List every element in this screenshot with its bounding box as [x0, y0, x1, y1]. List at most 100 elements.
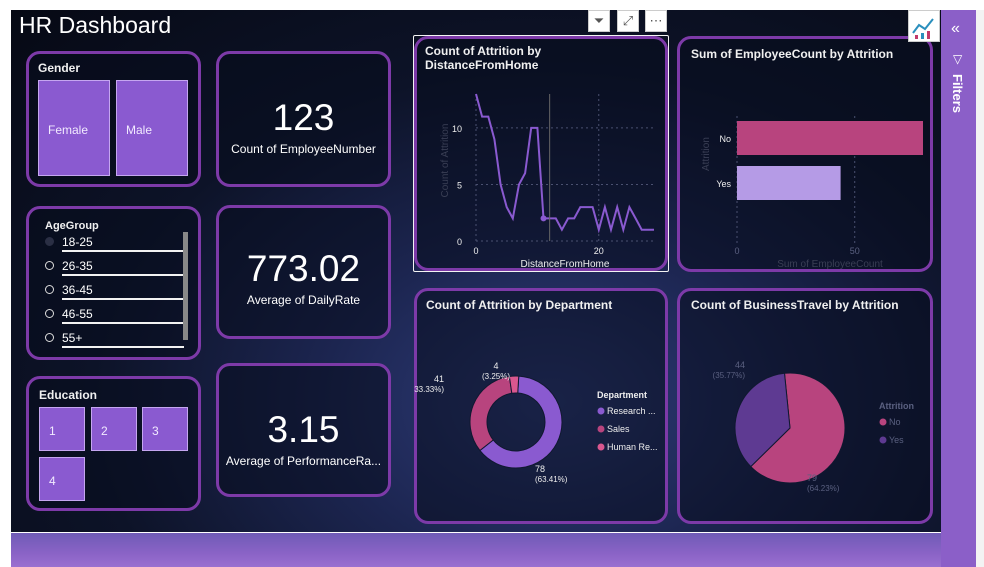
pie-chart: 79(64.23%) 44(35.77%) Attrition No Yes	[713, 360, 914, 493]
legend-item[interactable]: Research ...	[607, 406, 656, 416]
filter-icon[interactable]: ⏷	[588, 10, 610, 32]
education-tile[interactable]: 1	[39, 407, 85, 451]
data-label: 44	[735, 360, 745, 370]
pie-slice[interactable]	[734, 372, 791, 468]
category-label: Yes	[716, 179, 731, 189]
data-label: 78	[535, 464, 545, 474]
radio-icon	[45, 309, 54, 318]
data-label-pct: (64.23%)	[807, 484, 840, 493]
agegroup-slicer: AgeGroup	[26, 206, 201, 360]
gender-tile-female[interactable]: Female	[38, 80, 110, 176]
data-label-pct: (33.33%)	[414, 385, 444, 394]
focus-mode-icon[interactable]: ⤢	[617, 10, 639, 32]
gender-tile-label: Male	[126, 123, 153, 137]
agegroup-option[interactable]: 26-35	[45, 259, 185, 276]
legend-marker	[879, 418, 887, 426]
agegroup-scrollbar[interactable]	[183, 232, 188, 340]
legend-item[interactable]: Human Re...	[607, 442, 658, 452]
data-label-pct: (3.25%)	[482, 372, 510, 381]
kpi-value: 123	[272, 97, 335, 138]
education-slicer-title: Education	[39, 388, 98, 402]
line-chart: 0 5 10 0 20 Count of Attrition DistanceFromH…	[440, 93, 654, 270]
education-slicer: Education 1 2 3 4	[26, 376, 201, 511]
pie-slice[interactable]	[469, 375, 513, 452]
data-label: 41	[434, 374, 444, 384]
line-series	[475, 93, 654, 234]
category-label: No	[719, 134, 731, 144]
legend-item[interactable]: No	[889, 417, 901, 427]
legend-item[interactable]: Sales	[607, 424, 630, 434]
y-tick-label: 0	[457, 237, 462, 247]
kpi-value: 3.15	[267, 409, 340, 450]
line-point	[540, 215, 547, 222]
donut-chart: 78(63.41%) 41(33.33%) 4(3.25%) Department R…	[414, 361, 658, 484]
app-logo-icon	[908, 10, 940, 42]
page-title: HR Dashboard	[19, 12, 172, 38]
visual-focus-border	[413, 35, 669, 272]
x-tick-label: 20	[594, 246, 604, 256]
data-label-pct: (63.41%)	[535, 475, 568, 484]
kpi-label: Average of PerformanceRa...	[225, 454, 382, 468]
kpi-card-daily-rate: 773.02 Average of DailyRate	[216, 205, 391, 339]
donut-chart-title: Count of Attrition by Department	[426, 298, 613, 312]
canvas-footer-band	[11, 533, 941, 567]
kpi-card-employee-count: 123 Count of EmployeeNumber	[216, 51, 391, 187]
kpi-card-performance-rating: 3.15 Average of PerformanceRa...	[216, 363, 391, 497]
agegroup-option[interactable]: 55+	[45, 331, 185, 348]
radio-icon	[45, 333, 54, 342]
agegroup-option[interactable]: 18-25	[45, 235, 185, 252]
legend-item[interactable]: Yes	[889, 435, 904, 445]
agegroup-option[interactable]: 46-55	[45, 307, 185, 324]
bar[interactable]	[737, 121, 923, 155]
legend-marker	[879, 436, 887, 444]
pie-slice[interactable]	[508, 375, 520, 394]
education-tile[interactable]: 4	[39, 457, 85, 501]
legend-marker	[597, 443, 605, 451]
x-axis-title: Sum of EmployeeCount	[777, 259, 883, 270]
radio-icon	[45, 261, 54, 270]
pie-chart-title: Count of BusinessTravel by Attrition	[691, 298, 899, 312]
legend-marker	[597, 407, 605, 415]
y-axis-title: Attrition	[701, 137, 712, 171]
agegroup-option[interactable]: 36-45	[45, 283, 185, 300]
bar-chart: No Yes 0 50 Attrition Sum of EmployeeCount	[701, 116, 923, 270]
gender-slicer-title: Gender	[38, 61, 81, 75]
legend-marker	[597, 425, 605, 433]
bar-chart-title: Sum of EmployeeCount by Attrition	[691, 47, 894, 61]
bar[interactable]	[737, 166, 841, 200]
radio-icon	[45, 285, 54, 294]
x-tick-label: 0	[473, 246, 478, 256]
x-tick-label: 50	[850, 246, 860, 256]
education-tile[interactable]: 3	[142, 407, 188, 451]
window-edge	[976, 10, 984, 567]
y-tick-label: 10	[452, 124, 462, 134]
more-options-icon[interactable]: ⋯	[645, 10, 667, 32]
data-label: 79	[807, 473, 817, 483]
filters-pane-label: Filters	[950, 74, 965, 114]
pie-slice[interactable]	[750, 372, 846, 484]
report-canvas: HR Dashboard Gender Female Male AgeGroup…	[11, 10, 941, 532]
collapse-chevron-icon[interactable]: «	[951, 20, 960, 37]
y-axis-title: Count of Attrition	[440, 124, 451, 198]
kpi-label: Count of EmployeeNumber	[231, 142, 376, 156]
filters-pane[interactable]: « ▽ Filters	[941, 10, 976, 567]
x-tick-label: 0	[734, 246, 739, 256]
data-label-pct: (35.77%)	[713, 371, 746, 380]
radio-icon	[45, 237, 54, 246]
legend-title: Attrition	[879, 401, 914, 411]
line-chart-title: Count of Attrition by DistanceFromHome	[425, 44, 542, 72]
filter-funnel-icon: ▽	[953, 52, 963, 66]
agegroup-slicer-title: AgeGroup	[45, 220, 99, 232]
gender-tile-label: Female	[48, 123, 89, 137]
pie-slice[interactable]	[479, 375, 563, 469]
x-axis-title: DistanceFromHome	[521, 259, 610, 270]
attrition-distance-card	[414, 36, 668, 271]
gender-slicer: Gender Female Male	[26, 51, 201, 187]
gender-tile-male[interactable]: Male	[116, 80, 188, 176]
kpi-label: Average of DailyRate	[246, 293, 361, 307]
education-tile[interactable]: 2	[91, 407, 137, 451]
data-label: 4	[493, 361, 498, 371]
legend-title: Department	[597, 390, 647, 400]
kpi-value: 773.02	[246, 248, 361, 289]
y-tick-label: 5	[457, 180, 462, 190]
